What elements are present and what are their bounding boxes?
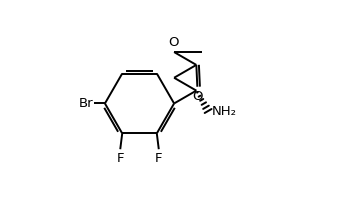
Text: F: F [155,152,163,165]
Text: Br: Br [79,97,93,110]
Text: O: O [192,90,203,103]
Text: F: F [116,152,124,165]
Text: O: O [168,35,178,49]
Text: NH₂: NH₂ [212,105,237,118]
